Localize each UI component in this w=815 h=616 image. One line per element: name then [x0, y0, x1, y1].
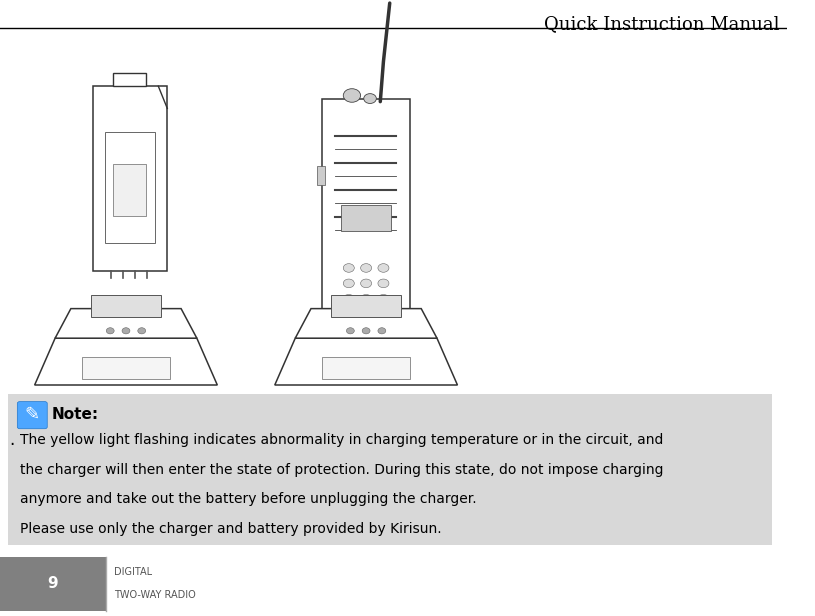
Bar — [82, 357, 170, 379]
FancyBboxPatch shape — [332, 295, 401, 317]
Circle shape — [362, 328, 370, 334]
Polygon shape — [295, 309, 437, 338]
Circle shape — [378, 264, 389, 272]
Polygon shape — [55, 309, 197, 338]
Text: ✎: ✎ — [24, 406, 40, 424]
Text: anymore and take out the battery before unplugging the charger.: anymore and take out the battery before … — [20, 492, 476, 506]
Text: Quick Instruction Manual: Quick Instruction Manual — [544, 15, 779, 33]
Bar — [341, 205, 391, 231]
FancyBboxPatch shape — [322, 99, 410, 375]
Circle shape — [343, 89, 360, 102]
Text: The yellow light flashing indicates abnormality in charging temperature or in th: The yellow light flashing indicates abno… — [20, 433, 663, 447]
Circle shape — [378, 328, 385, 334]
Circle shape — [363, 94, 377, 103]
Circle shape — [360, 264, 372, 272]
Polygon shape — [275, 338, 457, 385]
FancyBboxPatch shape — [91, 295, 161, 317]
Bar — [322, 357, 410, 379]
Text: DIGITAL: DIGITAL — [114, 567, 152, 577]
FancyBboxPatch shape — [8, 394, 772, 545]
Bar — [113, 164, 147, 216]
Text: the charger will then enter the state of protection. During this state, do not i: the charger will then enter the state of… — [20, 463, 663, 477]
Circle shape — [343, 264, 355, 272]
Polygon shape — [35, 338, 218, 385]
Circle shape — [378, 294, 389, 303]
Text: TWO-WAY RADIO: TWO-WAY RADIO — [114, 590, 196, 600]
Circle shape — [343, 279, 355, 288]
Text: Please use only the charger and battery provided by Kirisun.: Please use only the charger and battery … — [20, 522, 441, 536]
FancyBboxPatch shape — [17, 402, 47, 429]
Circle shape — [138, 328, 146, 334]
Circle shape — [360, 279, 372, 288]
Text: ·: · — [10, 436, 15, 454]
Text: 9: 9 — [47, 577, 58, 591]
Circle shape — [122, 328, 130, 334]
Bar — [317, 166, 325, 185]
Bar — [113, 73, 147, 86]
Text: Note:: Note: — [51, 407, 99, 421]
Circle shape — [346, 328, 355, 334]
Circle shape — [378, 279, 389, 288]
Circle shape — [360, 294, 372, 303]
Circle shape — [343, 294, 355, 303]
Circle shape — [106, 328, 114, 334]
FancyBboxPatch shape — [93, 86, 167, 271]
Bar — [105, 132, 155, 243]
Bar — [0, 557, 106, 611]
